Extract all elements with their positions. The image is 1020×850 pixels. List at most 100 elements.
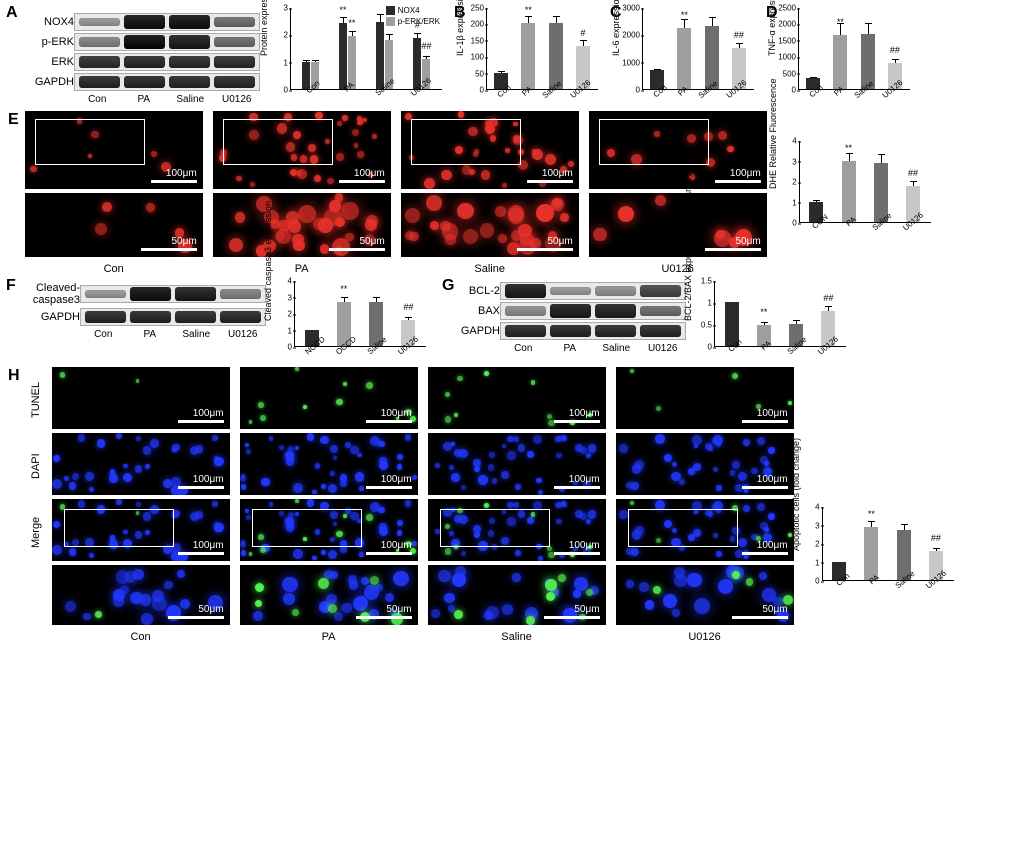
tunel-micrograph: 100μm [616, 367, 794, 429]
wb-lane-row [74, 33, 260, 51]
wb-row-label: GAPDH [458, 321, 500, 341]
merge-zoom-micrograph: 50μm [240, 565, 418, 625]
panel-H-rowlabels: TUNELDAPIMerge [30, 367, 42, 647]
wb-condition-label: PA [121, 94, 168, 105]
wb-condition-label: PA [127, 329, 174, 340]
row-4-panelH: H TUNELDAPIMerge 100μm100μm100μm50μmCon1… [8, 367, 1012, 647]
panel-letter-H: H [8, 367, 20, 385]
panel-G: G BCL-2BAXGAPDH ConPASalineU0126 BCL-2/B… [444, 281, 846, 361]
chart-ylabel: Protein expressin [259, 0, 269, 56]
dapi-micrograph: 100μm [52, 433, 230, 495]
westernblot-G-condition-labels: ConPASalineU0126 [500, 343, 686, 354]
wb-condition-label: Saline [167, 94, 214, 105]
chart-ylabel: Cleaved caspase3 expression [263, 201, 273, 321]
chart-ylabel: IL-6 expression (pg/ml) [611, 0, 621, 56]
wb-row-label: GAPDH [22, 307, 80, 327]
tunel-micrograph: 100μm [240, 367, 418, 429]
dhe-micrograph-100um: 100μm [589, 111, 767, 189]
panel-B-chart: IL-1β expression (pg/ml)050100150200250*… [468, 8, 598, 104]
wb-lane-row [500, 282, 686, 300]
chart-ylabel: DHE Relative Fluorescence [768, 78, 778, 189]
dhe-micrograph-100um: 100μm [401, 111, 579, 189]
wb-condition-label: Con [74, 94, 121, 105]
merge-zoom-micrograph: 50μm [428, 565, 606, 625]
panel-letter-F: F [6, 277, 16, 295]
panel-H-chart: Apoptotic cells (fold change)01234**##Co… [804, 507, 954, 595]
wb-lane-row [80, 285, 266, 303]
wb-condition-label: PA [547, 343, 594, 354]
dapi-micrograph: 100μm [428, 433, 606, 495]
micrograph-condition-label: U0126 [616, 631, 794, 643]
dapi-micrograph: 100μm [240, 433, 418, 495]
chart-ylabel: IL-1β expression (pg/ml) [455, 0, 465, 56]
panel-E-micrographs: 100μm50μmCon100μm50μmPA100μm50μmSaline10… [25, 111, 767, 275]
wb-lane-row [80, 308, 266, 326]
tunel-micrograph: 100μm [52, 367, 230, 429]
panel-F-chart: Cleaved caspase3 expression01234**##NCCD… [276, 281, 426, 361]
micrograph-condition-label: Saline [401, 263, 579, 275]
westernblot-F-table: Cleaved-caspase3GAPDH [22, 281, 266, 327]
wb-condition-label: U0126 [640, 343, 687, 354]
panel-letter-E: E [8, 111, 19, 129]
wb-row-label: p-ERK [22, 32, 74, 52]
panel-letter-A: A [6, 4, 18, 22]
merge-zoom-micrograph: 50μm [616, 565, 794, 625]
panel-D-chart: TNF-α expression (pg/ml)0500100015002000… [780, 8, 910, 104]
micrograph-condition-label: PA [213, 263, 391, 275]
panel-G-chart: BCL-2/BAX expression (fold change)00.511… [696, 281, 846, 361]
dhe-micrograph-50um: 50μm [25, 193, 203, 257]
panel-C-chart: IL-6 expression (pg/ml)0100020003000**##… [624, 8, 754, 104]
panel-E-chart: DHE Relative Fluorescence01234**##CONPAS… [781, 141, 931, 237]
merge-micrograph: 100μm [52, 499, 230, 561]
wb-row-label: ERK [22, 52, 74, 72]
dhe-micrograph-100um: 100μm [213, 111, 391, 189]
panel-F: F Cleaved-caspase3GAPDH ConPASalineU0126… [8, 281, 426, 361]
wb-row-label: BAX [458, 301, 500, 321]
wb-condition-label: Saline [593, 343, 640, 354]
dhe-micrograph-50um: 50μm [213, 193, 391, 257]
figure-root: A NOX4p-ERKERKGAPDH ConPASalineU0126 Pro… [8, 8, 1012, 647]
wb-lane-row [74, 13, 260, 31]
panel-A-chart: Protein expressin0123****###ConPASalineU… [272, 8, 442, 104]
wb-condition-label: Con [500, 343, 547, 354]
wb-row-label: BCL-2 [458, 281, 500, 301]
wb-row-label: Cleaved-caspase3 [22, 281, 80, 307]
wb-lane-row [74, 73, 260, 91]
wb-condition-label: U0126 [220, 329, 267, 340]
chart-ylabel: BCL-2/BAX expression (fold change) [683, 174, 693, 321]
micrograph-condition-label: PA [240, 631, 418, 643]
merge-micrograph: 100μm [616, 499, 794, 561]
merge-micrograph: 100μm [240, 499, 418, 561]
wb-lane-row [500, 322, 686, 340]
wb-row-label: GAPDH [22, 72, 74, 92]
westernblot-A-condition-labels: ConPASalineU0126 [74, 94, 260, 105]
panel-A-westernblot: A NOX4p-ERKERKGAPDH ConPASalineU0126 [8, 8, 260, 105]
merge-zoom-micrograph: 50μm [52, 565, 230, 625]
westernblot-F-condition-labels: ConPASalineU0126 [80, 329, 266, 340]
wb-lane-row [500, 302, 686, 320]
panelH-row-label: Merge [30, 499, 42, 565]
row-3: F Cleaved-caspase3GAPDH ConPASalineU0126… [8, 281, 1012, 361]
chart-ylabel: Apoptotic cells (fold change) [791, 438, 801, 551]
panel-letter-G: G [442, 277, 454, 295]
wb-condition-label: Saline [173, 329, 220, 340]
westernblot-A-table: NOX4p-ERKERKGAPDH [22, 12, 260, 92]
dhe-micrograph-100um: 100μm [25, 111, 203, 189]
micrograph-condition-label: U0126 [589, 263, 767, 275]
tunel-micrograph: 100μm [428, 367, 606, 429]
micrograph-condition-label: Con [25, 263, 203, 275]
chart-ylabel: TNF-α expression (pg/ml) [767, 0, 777, 56]
panel-H-micrographs: 100μm100μm100μm50μmCon100μm100μm100μm50μ… [52, 367, 794, 643]
row-2-panelE: E 100μm50μmCon100μm50μmPA100μm50μmSaline… [8, 111, 1012, 275]
wb-lane-row [74, 53, 260, 71]
panelH-row-label: DAPI [30, 433, 42, 499]
row-1: A NOX4p-ERKERKGAPDH ConPASalineU0126 Pro… [8, 8, 1012, 105]
merge-micrograph: 100μm [428, 499, 606, 561]
wb-condition-label: U0126 [214, 94, 261, 105]
wb-row-label: NOX4 [22, 12, 74, 32]
dhe-micrograph-50um: 50μm [401, 193, 579, 257]
dhe-micrograph-50um: 50μm [589, 193, 767, 257]
westernblot-G-table: BCL-2BAXGAPDH [458, 281, 686, 341]
panelH-row-label: TUNEL [30, 367, 42, 433]
wb-condition-label: Con [80, 329, 127, 340]
